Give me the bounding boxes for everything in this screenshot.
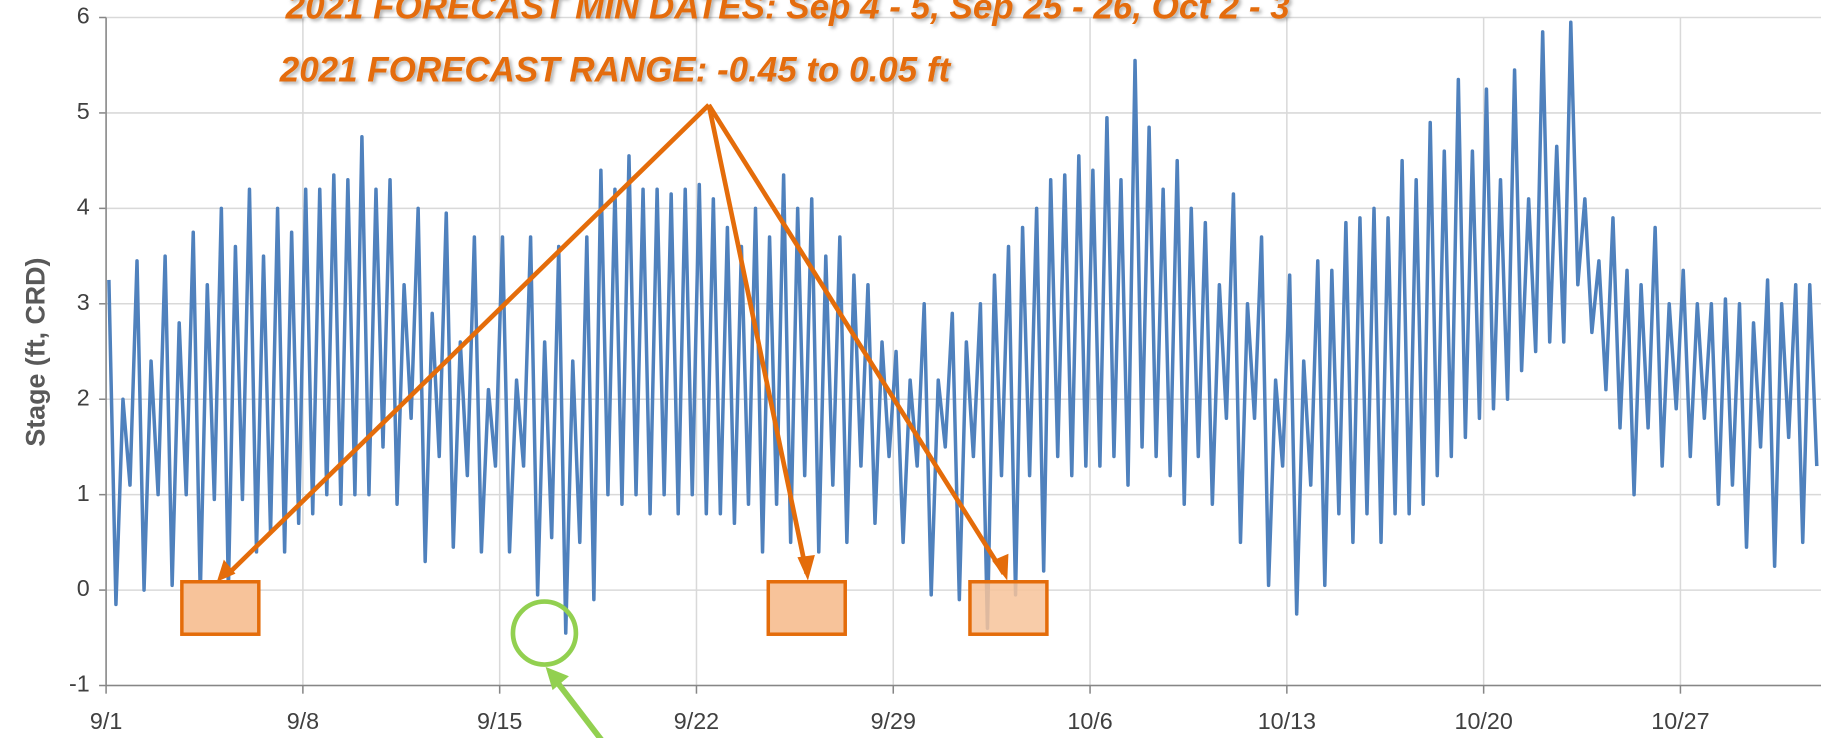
highlight-box xyxy=(766,580,847,636)
grid: -1 0 1 2 3 4 5 6 9/1 9/8 9/15 9/22 9/29 10/6 10/13 10/2… xyxy=(69,3,1822,734)
annotation-title: 2021 FORECAST MIN DATES: Sep 4 - 5, Sep … xyxy=(285,0,1291,27)
x-tick-label: 9/15 xyxy=(477,708,522,734)
arrow-head xyxy=(216,559,236,582)
arrow xyxy=(224,103,711,578)
data-line xyxy=(107,20,1819,635)
highlight-box xyxy=(968,580,1049,636)
highlight-circle xyxy=(510,599,579,667)
x-tick-label: 9/8 xyxy=(287,708,319,734)
y-tick-label: 2 xyxy=(77,384,90,410)
y-tick-label: 4 xyxy=(77,194,90,220)
y-tick-label: 3 xyxy=(77,289,90,315)
arrows xyxy=(224,103,1006,578)
x-tick-label: 9/22 xyxy=(674,708,719,734)
annotations: 2021 FORECAST MIN DATES: Sep 4 - 5, Sep … xyxy=(180,0,1291,738)
y-tick-label: -1 xyxy=(69,671,90,697)
x-tick-label: 10/13 xyxy=(1258,708,1316,734)
x-tick-label: 9/1 xyxy=(90,708,122,734)
arrow xyxy=(550,674,604,738)
arrow xyxy=(706,104,810,575)
y-tick-label: 6 xyxy=(77,3,90,29)
annotation-subtitle: 2021 FORECAST RANGE: -0.45 to 0.05 ft xyxy=(279,51,952,90)
arrow-head xyxy=(992,553,1009,581)
x-tick-label: 10/27 xyxy=(1651,708,1709,734)
plot xyxy=(107,20,1819,635)
arrow xyxy=(706,103,1006,575)
arrow-head xyxy=(797,554,815,581)
x-tick-label: 9/29 xyxy=(871,708,916,734)
y-axis-label: Stage (ft, CRD) xyxy=(20,258,50,447)
x-tick-label: 10/20 xyxy=(1454,708,1512,734)
x-tick-label: 10/6 xyxy=(1067,708,1112,734)
y-tick-label: 0 xyxy=(77,575,90,601)
y-tick-label: 5 xyxy=(77,98,90,124)
arrow-head xyxy=(545,666,569,691)
highlight-box xyxy=(180,580,261,636)
y-tick-label: 1 xyxy=(77,480,90,506)
